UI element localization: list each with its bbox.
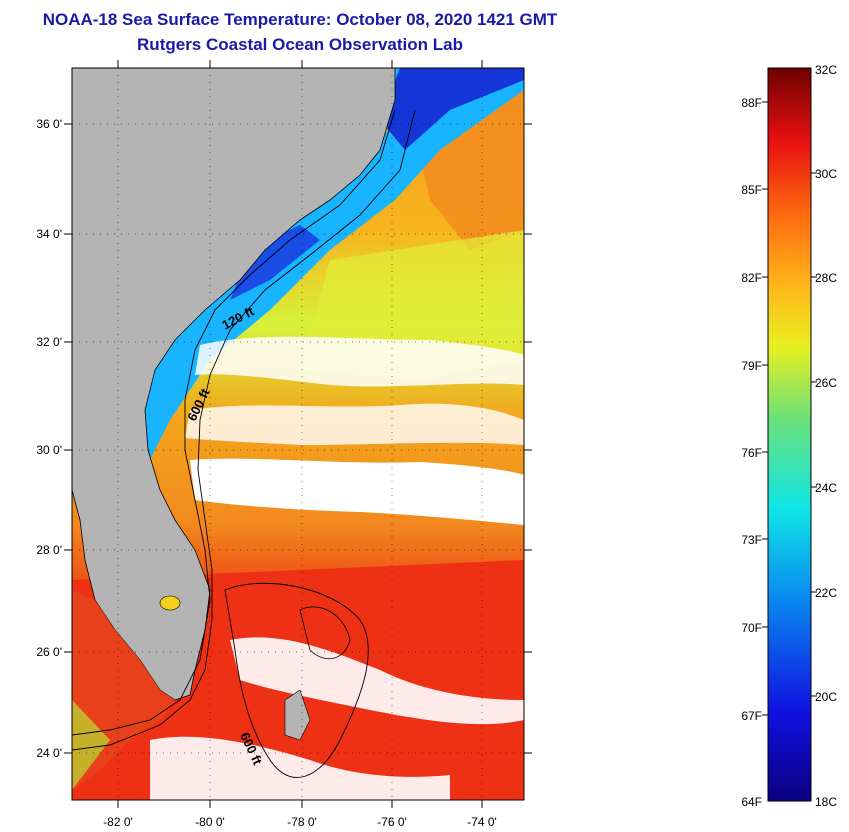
cape-hatteras-cold-water xyxy=(380,68,524,150)
fahrenheit-label: 70F xyxy=(741,621,762,635)
fahrenheit-label: 67F xyxy=(741,709,762,723)
lon-label: -78 0' xyxy=(287,815,317,829)
lon-label: -82 0' xyxy=(103,815,133,829)
lon-label: -76 0' xyxy=(377,815,407,829)
lon-label: -74 0' xyxy=(467,815,497,829)
fahrenheit-label: 88F xyxy=(741,96,762,110)
fahrenheit-label: 76F xyxy=(741,446,762,460)
lat-label: 28 0' xyxy=(36,543,62,557)
lat-label: 34 0' xyxy=(36,227,62,241)
map-ticks xyxy=(64,60,532,808)
celsius-label: 22C xyxy=(815,586,837,600)
colorbar-gradient xyxy=(767,67,812,802)
celsius-label: 20C xyxy=(815,690,837,704)
celsius-label: 24C xyxy=(815,481,837,495)
gulf-cool-patch xyxy=(72,700,110,790)
temperature-colorbar: 88F 85F 82F 79F 76F 73F 70F 67F 64F 32C … xyxy=(741,63,837,809)
lat-label: 30 0' xyxy=(36,443,62,457)
fahrenheit-label: 73F xyxy=(741,533,762,547)
lat-label: 26 0' xyxy=(36,645,62,659)
bahamas-bank-contour xyxy=(224,582,369,778)
fahrenheit-label: 82F xyxy=(741,271,762,285)
isobath-600ft xyxy=(72,109,416,751)
celsius-label: 30C xyxy=(815,167,837,181)
fahrenheit-label: 64F xyxy=(741,795,762,809)
celsius-label: 26C xyxy=(815,376,837,390)
coastal-cool-band xyxy=(140,68,524,460)
celsius-label: 28C xyxy=(815,271,837,285)
celsius-label: 18C xyxy=(815,795,837,809)
lake-okeechobee xyxy=(159,595,181,611)
lat-label: 36 0' xyxy=(36,117,62,131)
lat-label: 24 0' xyxy=(36,746,62,760)
cloud-patch-south xyxy=(150,736,450,800)
lat-label: 32 0' xyxy=(36,335,62,349)
cloud-band-north xyxy=(195,336,524,387)
map-subtitle: Rutgers Coastal Ocean Observation Lab xyxy=(137,35,463,54)
shelf-cold-patch xyxy=(230,225,320,300)
fahrenheit-label: 79F xyxy=(741,359,762,373)
cloud-patch-bahamas xyxy=(230,637,524,725)
cloud-band-south xyxy=(190,458,524,525)
map-title: NOAA-18 Sea Surface Temperature: October… xyxy=(42,10,558,29)
andros-island xyxy=(284,689,311,741)
cloud-band-mid xyxy=(185,403,524,445)
colorbar-ticks xyxy=(762,101,817,716)
map-graticule xyxy=(72,68,524,800)
lon-label: -80 0' xyxy=(195,815,225,829)
celsius-label: 32C xyxy=(815,63,837,77)
map-panel: 120 ft 600 ft 600 ft xyxy=(72,68,524,800)
map-frame xyxy=(71,67,525,801)
bahamas-shelf-contour xyxy=(299,606,351,660)
fahrenheit-label: 85F xyxy=(741,183,762,197)
